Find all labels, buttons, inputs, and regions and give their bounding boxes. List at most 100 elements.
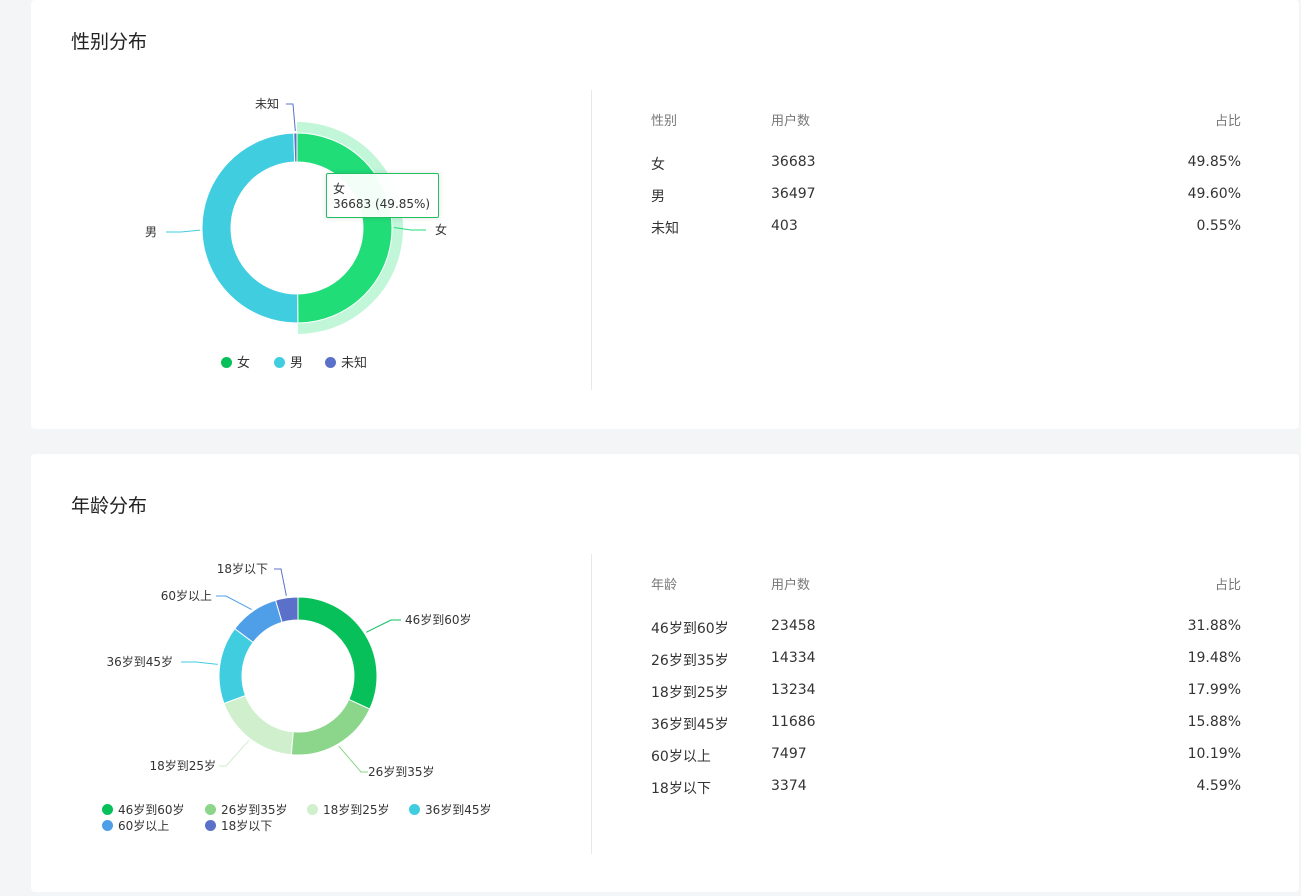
table-row: 26岁到35岁 14334 19.48%	[651, 650, 1241, 682]
tooltip-name: 女	[333, 182, 346, 196]
donut-slice-5[interactable]	[274, 596, 299, 623]
legend-item-60-plus[interactable]: 60岁以上	[102, 817, 169, 834]
row-count: 7497	[771, 746, 807, 762]
legend-dot	[221, 357, 232, 368]
row-count: 36497	[771, 186, 816, 202]
gender-distribution-card: 性别分布 女男未知 女 36683 (49.85%) 女 男 未知 性别 用户数…	[31, 0, 1299, 429]
legend-label: 26岁到35岁	[221, 803, 288, 817]
row-label: 女	[651, 157, 665, 173]
legend-dot	[102, 804, 113, 815]
legend-label: 18岁以下	[221, 819, 273, 833]
legend-item-unknown[interactable]: 未知	[325, 352, 367, 371]
gender-card-title: 性别分布	[71, 31, 148, 53]
table-row: 18岁以下 3374 4.59%	[651, 778, 1241, 810]
label-leader-line	[219, 740, 250, 767]
legend-label: 男	[290, 356, 304, 371]
row-pct: 4.59%	[1196, 778, 1241, 794]
table-row: 未知 403 0.55%	[651, 218, 1241, 250]
table-row: 女 36683 49.85%	[651, 154, 1241, 186]
chart-tooltip: 女 36683 (49.85%)	[326, 173, 440, 218]
table-row: 60岁以上 7497 10.19%	[651, 746, 1241, 778]
donut-slice-2[interactable]	[293, 132, 298, 163]
age-donut-chart[interactable]: 46岁到60岁 26岁到35岁 18岁到25岁 36岁到45岁 60岁以上 18岁以下	[31, 454, 591, 794]
table-header: 性别 用户数 占比	[651, 110, 1241, 154]
row-count: 23458	[771, 618, 816, 634]
row-count: 11686	[771, 714, 816, 730]
row-label: 18岁以下	[651, 781, 711, 797]
legend-label: 46岁到60岁	[118, 803, 185, 817]
slice-label: 26岁到35岁	[368, 764, 435, 779]
slice-label: 未知	[255, 97, 279, 111]
legend-dot	[307, 804, 318, 815]
table-row: 男 36497 49.60%	[651, 186, 1241, 218]
label-leader-line	[216, 595, 252, 610]
row-pct: 19.48%	[1187, 650, 1241, 666]
age-distribution-card: 年龄分布 46岁到60岁 26岁到35岁 18岁到25岁 36岁到45岁 60岁以上 18…	[31, 454, 1299, 892]
slice-label: 18岁到25岁	[149, 758, 216, 773]
row-count: 3374	[771, 778, 807, 794]
legend-label: 36岁到45岁	[425, 803, 492, 817]
slice-label: 60岁以上	[161, 588, 212, 603]
donut-slice-3[interactable]	[218, 627, 254, 705]
row-label: 18岁到25岁	[651, 685, 729, 701]
donut-slice-2[interactable]	[223, 694, 294, 756]
table-row: 36岁到45岁 11686 15.88%	[651, 714, 1241, 746]
donut-slice-1[interactable]	[290, 698, 371, 756]
legend-dot	[205, 820, 216, 831]
row-pct: 49.60%	[1187, 186, 1241, 202]
row-pct: 17.99%	[1187, 682, 1241, 698]
donut-slice-1[interactable]	[201, 132, 299, 324]
row-count: 403	[771, 218, 798, 234]
slice-label: 46岁到60岁	[405, 612, 472, 627]
legend-dot	[205, 804, 216, 815]
label-leader-line	[274, 568, 287, 596]
row-pct: 49.85%	[1187, 154, 1241, 170]
label-leader-line	[338, 745, 368, 773]
legend-item-36-45[interactable]: 36岁到45岁	[409, 801, 492, 818]
label-leader-line	[181, 661, 218, 665]
legend-item-under-18[interactable]: 18岁以下	[205, 817, 272, 834]
table-row: 18岁到25岁 13234 17.99%	[651, 682, 1241, 714]
legend-dot	[102, 820, 113, 831]
legend-label: 18岁到25岁	[323, 803, 390, 817]
row-pct: 31.88%	[1187, 618, 1241, 634]
slice-label: 女	[435, 222, 447, 237]
row-label: 男	[651, 189, 665, 205]
label-leader-line	[286, 103, 296, 132]
legend-item-female[interactable]: 女	[221, 352, 250, 371]
legend-dot	[409, 804, 420, 815]
legend-item-male[interactable]: 男	[274, 352, 303, 371]
header-ratio: 占比	[1214, 578, 1241, 593]
row-label: 未知	[651, 221, 679, 237]
legend-item-26-35[interactable]: 26岁到35岁	[205, 801, 288, 818]
donut-slice-0[interactable]	[297, 596, 378, 710]
legend-dot	[325, 357, 336, 368]
legend-item-18-25[interactable]: 18岁到25岁	[307, 801, 390, 818]
row-count: 14334	[771, 650, 816, 666]
gender-table: 性别 用户数 占比 女 36683 49.85% 男 36497 49.60% …	[651, 110, 1241, 250]
label-leader-line	[393, 227, 426, 231]
row-label: 60岁以上	[651, 749, 711, 765]
row-pct: 0.55%	[1196, 218, 1241, 234]
slice-label: 36岁到45岁	[106, 654, 173, 669]
header-users: 用户数	[771, 578, 811, 593]
slice-label: 18岁以下	[217, 561, 268, 576]
header-gender: 性别	[651, 114, 678, 129]
header-ratio: 占比	[1214, 114, 1241, 129]
row-label: 36岁到45岁	[651, 717, 729, 733]
table-header: 年龄 用户数 占比	[651, 574, 1241, 618]
row-count: 36683	[771, 154, 816, 170]
row-pct: 15.88%	[1187, 714, 1241, 730]
vertical-divider	[591, 554, 592, 854]
legend-dot	[274, 357, 285, 368]
tooltip-value: 36683 (49.85%)	[333, 197, 431, 211]
age-table: 年龄 用户数 占比 46岁到60岁 23458 31.88% 26岁到35岁 1…	[651, 574, 1241, 810]
row-count: 13234	[771, 682, 816, 698]
row-label: 46岁到60岁	[651, 621, 729, 637]
age-legend: 46岁到60岁 26岁到35岁 18岁到25岁 36岁到45岁 60岁以上 18…	[102, 801, 522, 837]
legend-label: 未知	[341, 356, 368, 371]
row-label: 26岁到35岁	[651, 653, 729, 669]
table-row: 46岁到60岁 23458 31.88%	[651, 618, 1241, 650]
legend-item-46-60[interactable]: 46岁到60岁	[102, 801, 185, 818]
